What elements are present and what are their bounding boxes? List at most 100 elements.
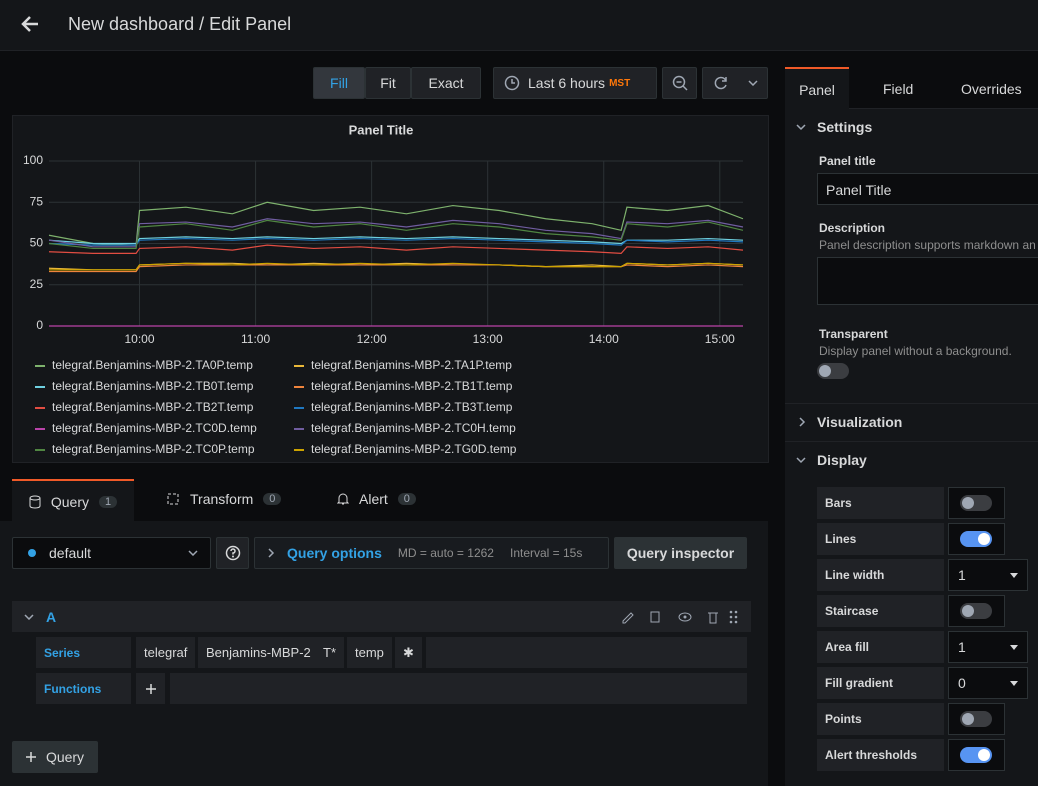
view-fit[interactable]: Fit bbox=[365, 67, 411, 99]
legend-label: telegraf.Benjamins-MBP-2.TC0P.temp bbox=[52, 442, 255, 456]
series-label: Series bbox=[36, 637, 131, 668]
clock-icon bbox=[504, 75, 520, 91]
series-line bbox=[48, 201, 744, 246]
datasource-picker[interactable]: default bbox=[12, 537, 211, 569]
tab-panel[interactable]: Panel bbox=[785, 67, 849, 110]
section-settings[interactable]: Settings bbox=[817, 119, 873, 135]
query-segment[interactable]: telegraf bbox=[136, 637, 196, 668]
legend-label: telegraf.Benjamins-MBP-2.TC0H.temp bbox=[311, 421, 516, 435]
refresh[interactable] bbox=[702, 67, 768, 99]
option-value: 1 bbox=[958, 567, 966, 583]
x-tick-label: 14:00 bbox=[589, 332, 619, 346]
option-toggle[interactable] bbox=[960, 531, 992, 547]
y-tick-label: 0 bbox=[36, 318, 43, 332]
row-actions[interactable] bbox=[620, 609, 740, 625]
timezone: MST bbox=[609, 77, 631, 89]
option-label: Points bbox=[817, 703, 944, 735]
field-label: Transparent bbox=[819, 327, 888, 341]
time-range: Last 6 hours bbox=[528, 75, 606, 91]
series-line bbox=[48, 219, 744, 250]
legend-label: telegraf.Benjamins-MBP-2.TC0D.temp bbox=[52, 421, 257, 435]
view-exact[interactable]: Exact bbox=[411, 67, 481, 99]
query-segment-empty[interactable] bbox=[426, 637, 747, 668]
tab-label: Transform bbox=[190, 491, 254, 507]
section-display[interactable]: Display bbox=[817, 452, 867, 468]
field-hint: Panel description supports markdown an bbox=[819, 238, 1036, 252]
y-tick-label: 75 bbox=[30, 194, 44, 208]
legend-label: telegraf.Benjamins-MBP-2.TB3T.temp bbox=[311, 400, 513, 414]
legend-label: telegraf.Benjamins-MBP-2.TA0P.temp bbox=[52, 358, 253, 372]
top-bar: New dashboard / Edit Panel bbox=[0, 0, 1038, 51]
zoom-out[interactable] bbox=[662, 67, 697, 99]
description-input[interactable] bbox=[817, 257, 1038, 305]
option-toggle[interactable] bbox=[960, 711, 992, 727]
legend-label: telegraf.Benjamins-MBP-2.TG0D.temp bbox=[311, 442, 517, 456]
transparent-toggle[interactable] bbox=[817, 363, 849, 379]
legend-label: telegraf.Benjamins-MBP-2.TA1P.temp bbox=[311, 358, 512, 372]
tab-field[interactable]: Field bbox=[883, 81, 914, 97]
option-select[interactable]: 1 bbox=[948, 559, 1028, 591]
x-tick-label: 12:00 bbox=[357, 332, 387, 346]
add-function[interactable] bbox=[136, 673, 165, 704]
series-line bbox=[49, 264, 744, 273]
legend-label: telegraf.Benjamins-MBP-2.TB0T.temp bbox=[52, 379, 254, 393]
tab-query[interactable]: Query 1 bbox=[12, 479, 134, 523]
option-toggle[interactable] bbox=[960, 747, 992, 763]
x-tick-label: 10:00 bbox=[125, 332, 155, 346]
series-line bbox=[48, 237, 744, 246]
tab-label: Query bbox=[50, 494, 89, 510]
option-label: Area fill bbox=[817, 631, 944, 663]
caret bbox=[1010, 645, 1018, 650]
view-fill[interactable]: Fill bbox=[313, 67, 365, 99]
caret bbox=[1010, 681, 1018, 686]
query-inspector[interactable]: Query inspector bbox=[614, 537, 747, 569]
query-segment[interactable]: T* bbox=[315, 637, 344, 668]
tab-alert[interactable]: Alert 0 bbox=[337, 491, 416, 507]
caret bbox=[1010, 573, 1018, 578]
tab-count: 0 bbox=[397, 493, 416, 505]
add-query-label: Query bbox=[45, 749, 85, 765]
tab-count: 1 bbox=[99, 496, 118, 508]
datasource: default bbox=[49, 545, 92, 561]
functions-empty bbox=[170, 673, 747, 704]
panel-chart: Panel Title 0 25 50 75 100 10:00 11:00 12:00 13:… bbox=[12, 115, 769, 463]
query-options[interactable]: Query options MD = auto = 1262 Interval = … bbox=[254, 537, 609, 569]
legend-label: telegraf.Benjamins-MBP-2.TB1T.temp bbox=[311, 379, 513, 393]
tab-overrides[interactable]: Overrides bbox=[961, 81, 1022, 97]
query-options-label: Query options bbox=[287, 545, 382, 561]
time-picker[interactable]: Last 6 hours MST bbox=[493, 67, 657, 99]
query-segment[interactable]: ✱ bbox=[395, 637, 422, 668]
tab-count: 0 bbox=[263, 493, 282, 505]
option-value: 1 bbox=[958, 639, 966, 655]
legend-label: telegraf.Benjamins-MBP-2.TB2T.temp bbox=[52, 400, 254, 414]
interval: Interval = 15s bbox=[509, 546, 583, 560]
query-segment[interactable]: temp bbox=[347, 637, 392, 668]
chart-title: Panel Title bbox=[349, 122, 414, 137]
divider bbox=[785, 403, 1038, 404]
field-hint: Display panel without a background. bbox=[819, 344, 1012, 358]
option-toggle[interactable] bbox=[960, 495, 992, 511]
option-select[interactable]: 0 bbox=[948, 667, 1028, 699]
query-segment[interactable]: Benjamins-MBP-2 bbox=[198, 637, 319, 668]
tab-label: Alert bbox=[359, 491, 388, 507]
y-tick-label: 50 bbox=[30, 236, 44, 250]
back-button[interactable] bbox=[20, 14, 40, 34]
query-tabs: Query 1 Transform 0 Alert 0 bbox=[12, 479, 768, 523]
y-tick-label: 100 bbox=[23, 153, 43, 167]
panel-title-input[interactable]: Panel Title bbox=[817, 173, 1038, 205]
option-select[interactable]: 1 bbox=[948, 631, 1028, 663]
add-query[interactable]: Query bbox=[12, 741, 98, 773]
option-value: 0 bbox=[958, 675, 966, 691]
x-tick-label: 13:00 bbox=[473, 332, 503, 346]
field-label: Description bbox=[819, 221, 886, 235]
series-line bbox=[48, 244, 744, 255]
x-tick-label: 11:00 bbox=[241, 332, 270, 346]
options-pane: Panel Field Overrides Settings Panel tit… bbox=[785, 67, 1038, 786]
option-toggle[interactable] bbox=[960, 603, 992, 619]
y-tick-label: 25 bbox=[30, 277, 44, 291]
tab-transform[interactable]: Transform 0 bbox=[166, 491, 282, 507]
help-button[interactable] bbox=[216, 537, 249, 569]
section-visualization[interactable]: Visualization bbox=[817, 414, 903, 430]
divider bbox=[785, 441, 1038, 442]
